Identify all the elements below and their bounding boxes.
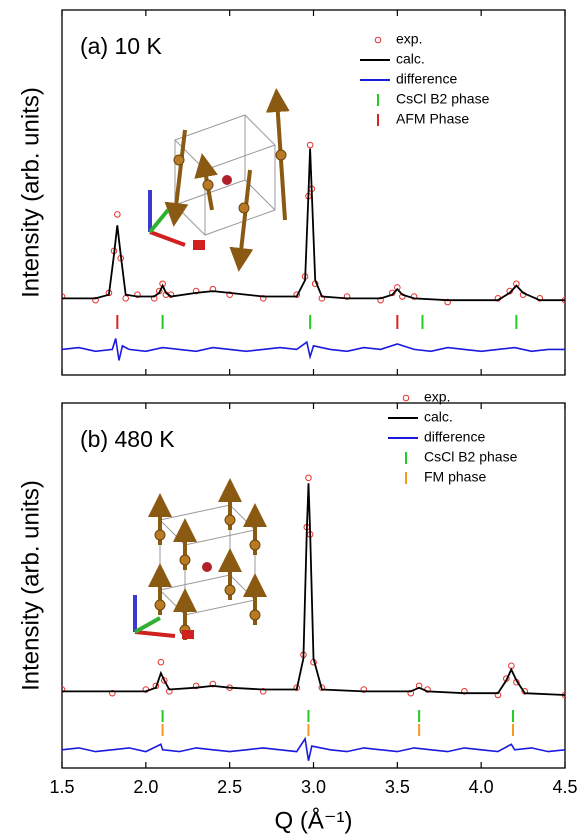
data-point xyxy=(444,298,451,306)
data-point xyxy=(152,682,160,690)
x-tick-label: 2.5 xyxy=(217,777,242,797)
crystal-inset xyxy=(133,478,267,640)
data-point xyxy=(134,291,141,299)
data-point xyxy=(521,688,529,695)
data-point xyxy=(109,689,116,697)
data-point xyxy=(407,689,415,697)
x-tick-label: 4.5 xyxy=(552,777,577,797)
data-point xyxy=(160,677,168,684)
data-point xyxy=(62,293,66,300)
series-line xyxy=(62,736,565,761)
y-axis-label: Intensity (arb. units) xyxy=(17,87,44,298)
x-tick-label: 1.5 xyxy=(49,777,74,797)
x-tick-label: 2.0 xyxy=(133,777,158,797)
legend-label: CsCl B2 phase xyxy=(424,449,518,465)
data-point xyxy=(192,682,200,690)
data-point xyxy=(305,474,312,482)
data-point xyxy=(318,684,326,692)
plot-area xyxy=(62,141,565,361)
legend-label: calc. xyxy=(396,51,425,67)
legend-label: calc. xyxy=(424,409,453,425)
x-tick-label: 3.0 xyxy=(301,777,326,797)
legend-label: AFM Phase xyxy=(396,111,469,127)
crystal-inset xyxy=(148,88,290,272)
data-point xyxy=(209,285,217,293)
legend-label: exp. xyxy=(424,389,450,405)
data-point xyxy=(259,688,267,695)
series-line xyxy=(62,483,565,696)
legend-label: CsCl B2 phase xyxy=(396,91,490,107)
panel-title: (b) 480 K xyxy=(80,426,175,452)
data-point xyxy=(122,295,130,302)
data-point xyxy=(377,296,384,304)
data-point xyxy=(62,686,66,693)
plot-frame xyxy=(61,9,566,376)
legend-label: difference xyxy=(396,71,457,87)
series-line xyxy=(62,338,565,361)
data-point xyxy=(157,658,165,666)
data-point xyxy=(192,287,200,295)
data-point xyxy=(343,293,351,300)
data-point xyxy=(114,211,121,218)
x-axis-label: Q (Å⁻¹) xyxy=(275,806,353,834)
data-point xyxy=(92,296,99,304)
data-point xyxy=(461,688,468,695)
data-point xyxy=(259,295,267,302)
data-point xyxy=(209,680,217,688)
data-point xyxy=(293,684,301,692)
data-point xyxy=(360,686,368,693)
data-point xyxy=(306,141,314,149)
x-tick-label: 4.0 xyxy=(469,777,494,797)
data-point xyxy=(226,291,233,299)
legend-symbol xyxy=(374,36,382,44)
data-point xyxy=(410,293,418,300)
series-line xyxy=(62,148,565,302)
panel-title: (a) 10 K xyxy=(80,33,162,59)
plot-area xyxy=(62,474,565,761)
legend-label: exp. xyxy=(396,31,422,47)
x-tick-label: 3.5 xyxy=(385,777,410,797)
y-axis-label: Intensity (arb. units) xyxy=(17,480,44,691)
legend-label: FM phase xyxy=(424,469,486,485)
data-point xyxy=(293,291,301,299)
legend-label: difference xyxy=(424,429,485,445)
legend-symbol xyxy=(402,394,410,402)
